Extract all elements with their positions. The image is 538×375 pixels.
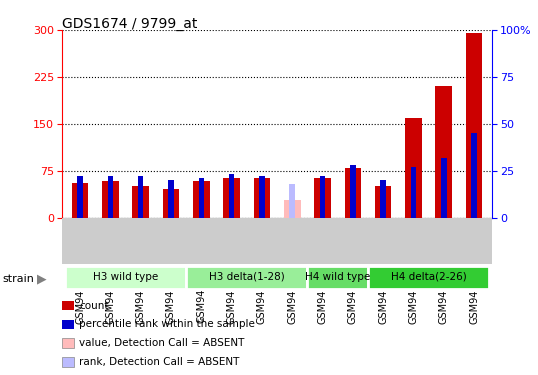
Bar (223, 178, 240, 218)
Bar (471, 133, 477, 218)
Bar (259, 176, 265, 218)
Text: value, Detection Call = ABSENT: value, Detection Call = ABSENT (79, 338, 244, 348)
Bar (138, 176, 144, 218)
Text: GDS1674 / 9799_at: GDS1674 / 9799_at (62, 17, 197, 31)
Bar (102, 181, 119, 218)
Bar (253, 178, 270, 218)
FancyBboxPatch shape (307, 266, 368, 290)
FancyBboxPatch shape (65, 266, 186, 290)
Text: percentile rank within the sample: percentile rank within the sample (79, 320, 255, 329)
Bar (108, 176, 113, 218)
Bar (132, 186, 149, 218)
Text: ▶: ▶ (37, 273, 46, 286)
Bar (441, 158, 447, 218)
Bar (466, 33, 483, 218)
Bar (72, 183, 88, 218)
Bar (410, 167, 416, 218)
Text: rank, Detection Call = ABSENT: rank, Detection Call = ABSENT (79, 357, 239, 367)
Text: strain: strain (3, 274, 34, 284)
Bar (284, 200, 301, 217)
Text: count: count (79, 301, 109, 310)
Text: H3 wild type: H3 wild type (93, 272, 158, 282)
Bar (314, 178, 331, 218)
Bar (350, 165, 356, 218)
Bar (320, 176, 325, 218)
Bar (380, 180, 386, 218)
Bar (199, 178, 204, 218)
FancyBboxPatch shape (186, 266, 307, 290)
Bar (344, 168, 361, 217)
Text: H3 delta(1-28): H3 delta(1-28) (209, 272, 285, 282)
Bar (193, 181, 210, 218)
Bar (375, 186, 392, 218)
Bar (168, 180, 174, 218)
Bar (162, 189, 179, 217)
Text: H4 wild type: H4 wild type (305, 272, 370, 282)
Text: H4 delta(2-26): H4 delta(2-26) (391, 272, 466, 282)
Bar (405, 117, 422, 218)
Bar (229, 174, 235, 217)
Bar (77, 176, 83, 218)
FancyBboxPatch shape (368, 266, 489, 290)
Bar (435, 86, 452, 218)
Bar (289, 184, 295, 218)
